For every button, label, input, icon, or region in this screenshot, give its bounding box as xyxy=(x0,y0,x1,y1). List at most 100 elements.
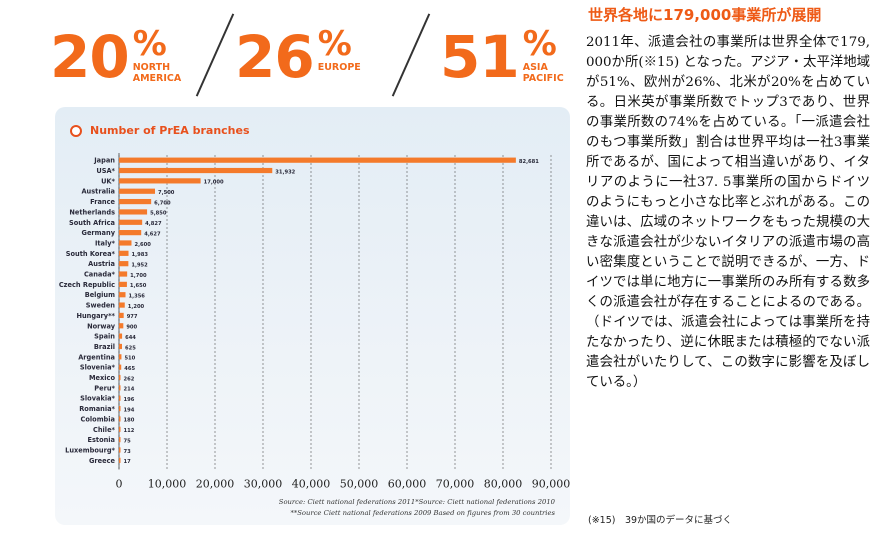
category-label: USA* xyxy=(96,167,115,175)
category-label: Czech Republic xyxy=(59,281,115,289)
category-label: South Africa xyxy=(69,219,115,227)
stat-percent-sign: % xyxy=(317,24,352,64)
bar xyxy=(119,457,121,463)
bar-value-label: 625 xyxy=(125,345,136,351)
category-label: Germany xyxy=(82,229,116,237)
bar xyxy=(119,209,148,215)
chart-source: Source: Ciett national federations 2011*… xyxy=(240,497,555,519)
bar-value-label: 2,600 xyxy=(134,242,151,248)
category-label: Italy* xyxy=(95,239,116,247)
bar-value-label: 4,627 xyxy=(144,231,161,237)
bar xyxy=(119,323,124,329)
category-label: Luxembourg* xyxy=(65,446,115,454)
bar xyxy=(119,437,121,443)
category-label: Australia xyxy=(81,188,115,196)
bar xyxy=(119,302,125,308)
bar xyxy=(119,271,128,277)
chart-legend: Number of PrEA branches xyxy=(70,124,250,137)
bar-value-label: 180 xyxy=(124,418,135,424)
source-line-1: Source: Ciett national federations 2011*… xyxy=(278,498,555,506)
bar-value-label: 7,500 xyxy=(158,190,175,196)
bar-value-label: 5,850 xyxy=(150,211,167,217)
bar xyxy=(119,312,124,319)
x-tick-label: 50,000 xyxy=(340,478,379,491)
stat-europe: 26 % EUROPE xyxy=(235,22,361,92)
bar-value-label: 31,932 xyxy=(275,169,295,175)
bar xyxy=(119,240,132,246)
source-line-2: **Source Ciett national federations 2009… xyxy=(290,509,555,517)
bar-value-label: 75 xyxy=(124,438,132,444)
bar-value-label: 17,000 xyxy=(204,180,224,186)
stat-north-america: 20 % NORTH AMERICA xyxy=(50,22,181,92)
bar-value-label: 82,681 xyxy=(519,159,539,165)
category-label: Japan xyxy=(93,157,115,165)
bar-value-label: 17 xyxy=(124,459,132,465)
category-label: Colombia xyxy=(81,415,115,423)
category-label: Belgium xyxy=(85,291,115,299)
x-tick-label: 60,000 xyxy=(388,478,427,491)
bar-value-label: 510 xyxy=(124,356,135,362)
category-label: Hungary** xyxy=(76,312,115,320)
category-label: Argentina xyxy=(78,353,115,361)
article-body: 2011年、派遣会社の事業所は世界全体で179, 000か所(※15) となった… xyxy=(586,35,871,390)
stat-percent-sign: % xyxy=(132,24,167,64)
stat-asia-pacific: 51 % ASIA PACIFIC xyxy=(440,22,564,92)
bar xyxy=(119,416,121,422)
bar-value-label: 465 xyxy=(124,366,135,372)
stat-region-label: NORTH AMERICA xyxy=(132,62,182,84)
category-label: Canada* xyxy=(84,271,116,279)
bar xyxy=(119,374,121,381)
bar xyxy=(119,178,201,184)
bar-value-label: 262 xyxy=(124,376,135,382)
bar xyxy=(119,230,142,236)
category-label: Netherlands xyxy=(69,208,115,216)
category-label: Norway xyxy=(87,322,116,330)
bar-value-label: 644 xyxy=(125,335,136,341)
bar xyxy=(119,395,121,401)
bar xyxy=(119,198,152,205)
bar xyxy=(119,354,122,360)
bar xyxy=(119,188,155,194)
bar xyxy=(119,250,129,256)
category-label: Peru* xyxy=(94,384,115,392)
bar xyxy=(119,426,121,432)
bar xyxy=(119,167,273,174)
bar-value-label: 194 xyxy=(124,407,135,413)
bar-value-label: 900 xyxy=(126,325,137,331)
category-label: Austria xyxy=(88,260,115,268)
bar xyxy=(119,219,143,225)
bar-value-label: 73 xyxy=(124,449,132,455)
bar-value-label: 1,650 xyxy=(130,283,147,289)
article-title: 世界各地に179,000事業所が展開 xyxy=(588,6,822,24)
footnote: (※15) 39か国のデータに基づく xyxy=(588,515,733,526)
category-label: France xyxy=(90,198,115,206)
stat-region-label: EUROPE xyxy=(317,62,361,73)
bar-value-label: 1,356 xyxy=(129,294,146,300)
category-label: Mexico xyxy=(89,374,115,382)
bar xyxy=(119,447,121,453)
bar-value-label: 1,952 xyxy=(131,262,148,268)
x-tick-label: 10,000 xyxy=(148,478,187,491)
bar-value-label: 196 xyxy=(124,397,135,403)
x-tick-label: 0 xyxy=(116,478,123,491)
bar-value-label: 977 xyxy=(127,314,138,320)
bar-value-label: 1,200 xyxy=(128,304,145,310)
category-label: UK* xyxy=(101,177,115,185)
bar xyxy=(119,157,516,163)
stat-value: 51 xyxy=(440,23,520,91)
category-label: Brazil xyxy=(94,343,115,351)
bar-value-label: 1,700 xyxy=(130,273,147,279)
category-label: Sweden xyxy=(86,302,116,310)
x-tick-label: 90,000 xyxy=(532,478,571,491)
bar xyxy=(119,343,122,350)
category-label: Greece xyxy=(89,457,116,465)
stat-value: 20 xyxy=(50,23,130,91)
x-tick-label: 80,000 xyxy=(484,478,523,491)
bar xyxy=(119,261,129,267)
category-label: Slovakia* xyxy=(80,395,115,403)
bar xyxy=(119,292,126,298)
stat-value: 26 xyxy=(235,23,315,91)
bar-value-label: 112 xyxy=(124,428,135,434)
category-label: South Korea* xyxy=(66,250,116,258)
bar xyxy=(119,385,121,391)
